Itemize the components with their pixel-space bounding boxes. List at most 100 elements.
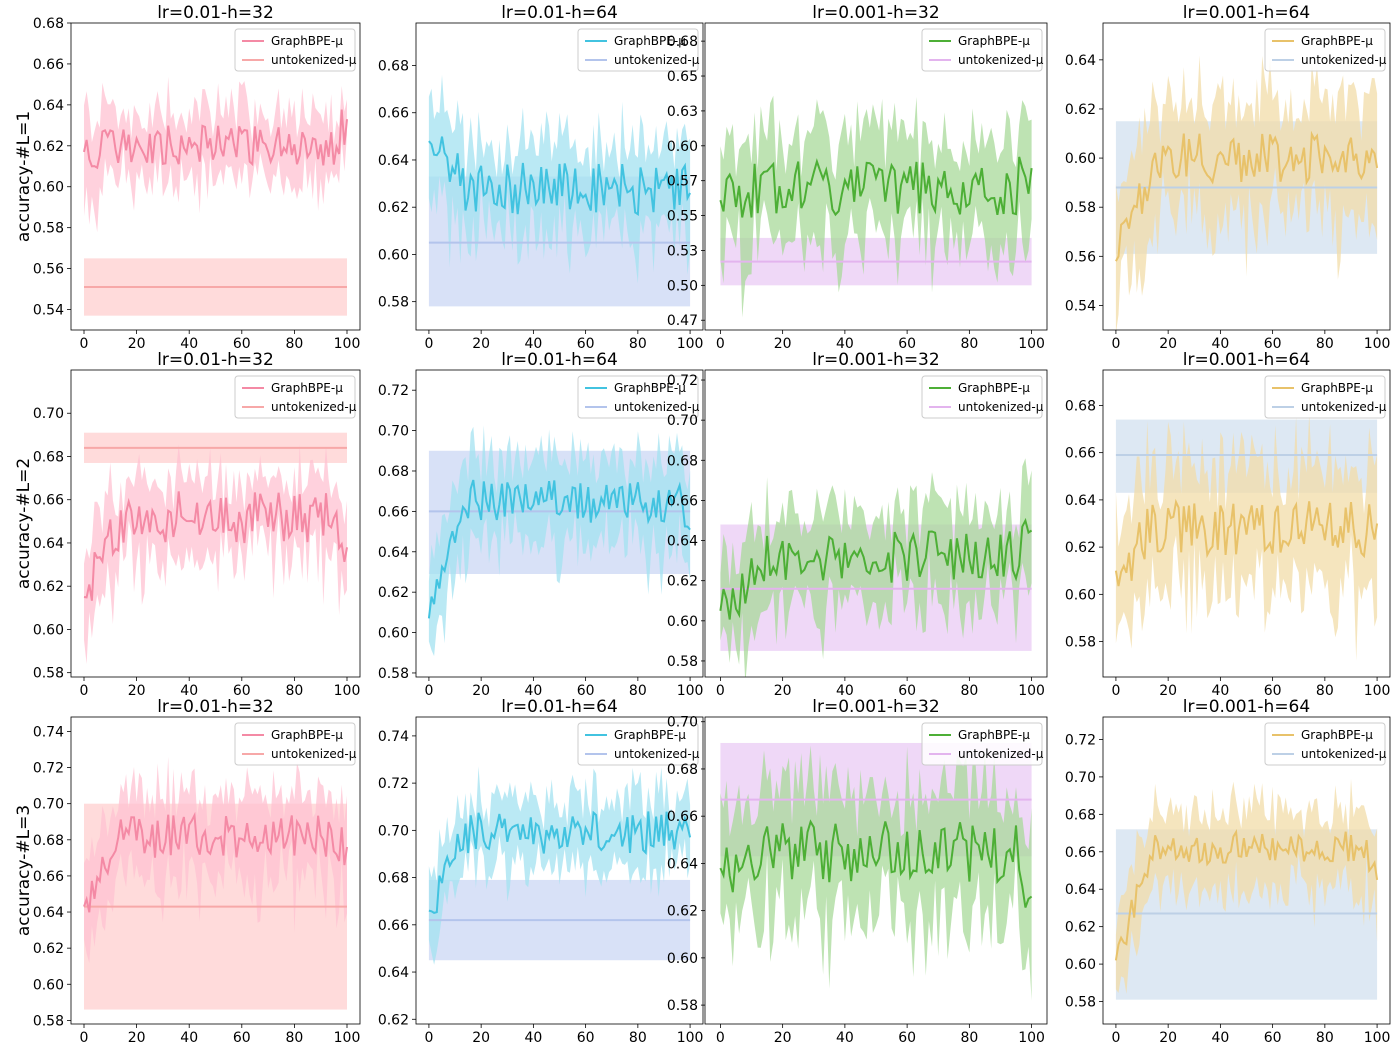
legend-box bbox=[921, 722, 1043, 766]
y-tick-label: 0.64 bbox=[378, 153, 409, 169]
x-tick-label: 100 bbox=[1364, 683, 1391, 699]
legend: GraphBPE-μ untokenized-μ bbox=[234, 722, 357, 766]
x-tick-label: 20 bbox=[1159, 336, 1177, 352]
axes-frame bbox=[415, 716, 704, 1025]
y-tick-label: 0.66 bbox=[1065, 845, 1096, 861]
plot-area bbox=[1115, 55, 1379, 330]
y-tick-label: 0.57 bbox=[667, 174, 698, 190]
x-tick-label: 100 bbox=[1364, 1030, 1391, 1046]
x-tick-label: 60 bbox=[233, 336, 251, 352]
y-tick-label: 0.70 bbox=[33, 797, 64, 813]
legend-label: untokenized-μ bbox=[958, 400, 1044, 414]
series-line-graphbpe bbox=[428, 136, 691, 216]
subplot-title: lr=0.001-h=32 bbox=[812, 350, 939, 370]
series-band-graphbpe bbox=[1115, 778, 1378, 994]
y-tick-label: 0.66 bbox=[667, 809, 698, 825]
y-axis-label: accuracy-#L=2 bbox=[14, 458, 34, 589]
y-tick-label: 0.64 bbox=[378, 545, 409, 561]
y-tick-label: 0.70 bbox=[667, 715, 698, 731]
subplot-r3-c3: 0 20 40 60 80 100 0.58 0.60 0.62 0.64 0.66 0.68 0.70… bbox=[667, 697, 1048, 1046]
legend-box bbox=[1264, 375, 1386, 419]
subplot-r1-c1: 0 20 40 60 80 100 0.54 0.56 0.58 0.60 0.62 0.64 0.66… bbox=[14, 3, 361, 352]
x-tick-label: 20 bbox=[128, 1030, 146, 1046]
legend-box bbox=[577, 28, 699, 72]
x-tick-label: 60 bbox=[577, 1030, 595, 1046]
subplot-r3-c1: 0 20 40 60 80 100 0.58 0.60 0.62 0.64 0.66 0.68 0.70… bbox=[14, 697, 361, 1046]
x-tick-label: 0 bbox=[424, 1030, 433, 1046]
x-tick-label: 60 bbox=[1264, 336, 1282, 352]
axes-frame bbox=[70, 716, 361, 1025]
legend-label: untokenized-μ bbox=[614, 400, 700, 414]
y-tick-label: 0.68 bbox=[1065, 398, 1096, 414]
y-tick-label: 0.70 bbox=[33, 406, 64, 422]
series-line-graphbpe bbox=[719, 517, 1033, 620]
y-tick-label: 0.58 bbox=[378, 666, 409, 682]
legend-label: untokenized-μ bbox=[1301, 400, 1387, 414]
series-band-graphbpe bbox=[428, 766, 691, 965]
series-line-graphbpe bbox=[83, 811, 348, 913]
subplot-title: lr=0.01-h=64 bbox=[501, 350, 618, 370]
series-line-graphbpe bbox=[1115, 130, 1379, 262]
x-tick-label: 100 bbox=[677, 683, 704, 699]
legend-box bbox=[234, 722, 356, 766]
x-tick-label: 20 bbox=[472, 336, 490, 352]
x-tick-label: 40 bbox=[524, 683, 542, 699]
legend: GraphBPE-μ untokenized-μ bbox=[577, 375, 700, 419]
subplot-r2-c3: 0 20 40 60 80 100 0.58 0.60 0.62 0.64 0.66 0.68 0.70… bbox=[667, 350, 1048, 699]
y-tick-label: 0.58 bbox=[667, 998, 698, 1014]
x-tick-label: 40 bbox=[836, 1030, 854, 1046]
y-tick-label: 0.68 bbox=[33, 449, 64, 465]
y-tick-label: 0.60 bbox=[33, 622, 64, 638]
legend-label: untokenized-μ bbox=[1301, 747, 1387, 761]
legend-label: GraphBPE-μ bbox=[614, 728, 686, 742]
y-tick-label: 0.62 bbox=[1065, 920, 1096, 936]
y-tick-label: 0.64 bbox=[33, 536, 64, 552]
subplot-r1-c3: 0 20 40 60 80 100 0.47 0.50 0.53 0.55 0.57 0.60 0.63… bbox=[667, 3, 1048, 352]
y-tick-label: 0.74 bbox=[378, 729, 409, 745]
legend: GraphBPE-μ untokenized-μ bbox=[1264, 722, 1387, 766]
y-tick-label: 0.64 bbox=[667, 534, 698, 550]
axes-frame bbox=[1102, 22, 1391, 331]
series-band-graphbpe bbox=[1115, 55, 1378, 330]
y-tick-label: 0.72 bbox=[667, 373, 698, 389]
series-band-graphbpe bbox=[1115, 414, 1378, 661]
x-tick-label: 20 bbox=[128, 336, 146, 352]
x-tick-label: 40 bbox=[180, 683, 198, 699]
y-tick-label: 0.63 bbox=[667, 104, 698, 120]
y-tick-label: 0.65 bbox=[667, 69, 698, 85]
x-tick-label: 0 bbox=[716, 336, 725, 352]
plot-area bbox=[428, 766, 692, 965]
y-tick-label: 0.68 bbox=[378, 464, 409, 480]
legend-box bbox=[1264, 28, 1386, 72]
y-tick-label: 0.60 bbox=[667, 139, 698, 155]
x-tick-label: 20 bbox=[472, 1030, 490, 1046]
axes-frame bbox=[1102, 716, 1391, 1025]
subplot-title: lr=0.01-h=32 bbox=[157, 3, 274, 23]
plot-area bbox=[719, 95, 1033, 318]
subplot-r1-c4: 0 20 40 60 80 100 0.54 0.56 0.58 0.60 0.62 0.64 lr=0… bbox=[1065, 3, 1391, 352]
plot-area bbox=[83, 432, 348, 664]
subplot-title: lr=0.01-h=64 bbox=[501, 3, 618, 23]
x-tick-label: 60 bbox=[898, 1030, 916, 1046]
y-tick-label: 0.53 bbox=[667, 243, 698, 259]
x-tick-label: 80 bbox=[629, 683, 647, 699]
y-tick-label: 0.64 bbox=[33, 905, 64, 921]
y-tick-label: 0.62 bbox=[33, 579, 64, 595]
subplot-title: lr=0.001-h=32 bbox=[812, 697, 939, 717]
x-tick-label: 100 bbox=[1018, 336, 1045, 352]
x-tick-label: 100 bbox=[677, 336, 704, 352]
x-tick-label: 80 bbox=[960, 1030, 978, 1046]
x-tick-label: 80 bbox=[285, 683, 303, 699]
y-tick-label: 0.58 bbox=[1065, 995, 1096, 1011]
legend-label: untokenized-μ bbox=[271, 747, 357, 761]
x-tick-label: 0 bbox=[716, 1030, 725, 1046]
y-tick-label: 0.66 bbox=[378, 504, 409, 520]
y-tick-label: 0.60 bbox=[667, 614, 698, 630]
y-tick-label: 0.60 bbox=[667, 951, 698, 967]
y-tick-label: 0.54 bbox=[1065, 298, 1096, 314]
axes-frame bbox=[704, 716, 1048, 1025]
y-tick-label: 0.62 bbox=[378, 200, 409, 216]
y-tick-label: 0.70 bbox=[378, 424, 409, 440]
y-tick-label: 0.50 bbox=[667, 278, 698, 294]
legend-label: GraphBPE-μ bbox=[271, 381, 343, 395]
